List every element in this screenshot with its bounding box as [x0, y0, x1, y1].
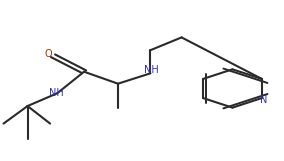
Text: NH: NH — [49, 88, 64, 98]
Text: N: N — [260, 95, 268, 105]
Text: NH: NH — [144, 65, 158, 75]
Text: O: O — [44, 49, 52, 59]
